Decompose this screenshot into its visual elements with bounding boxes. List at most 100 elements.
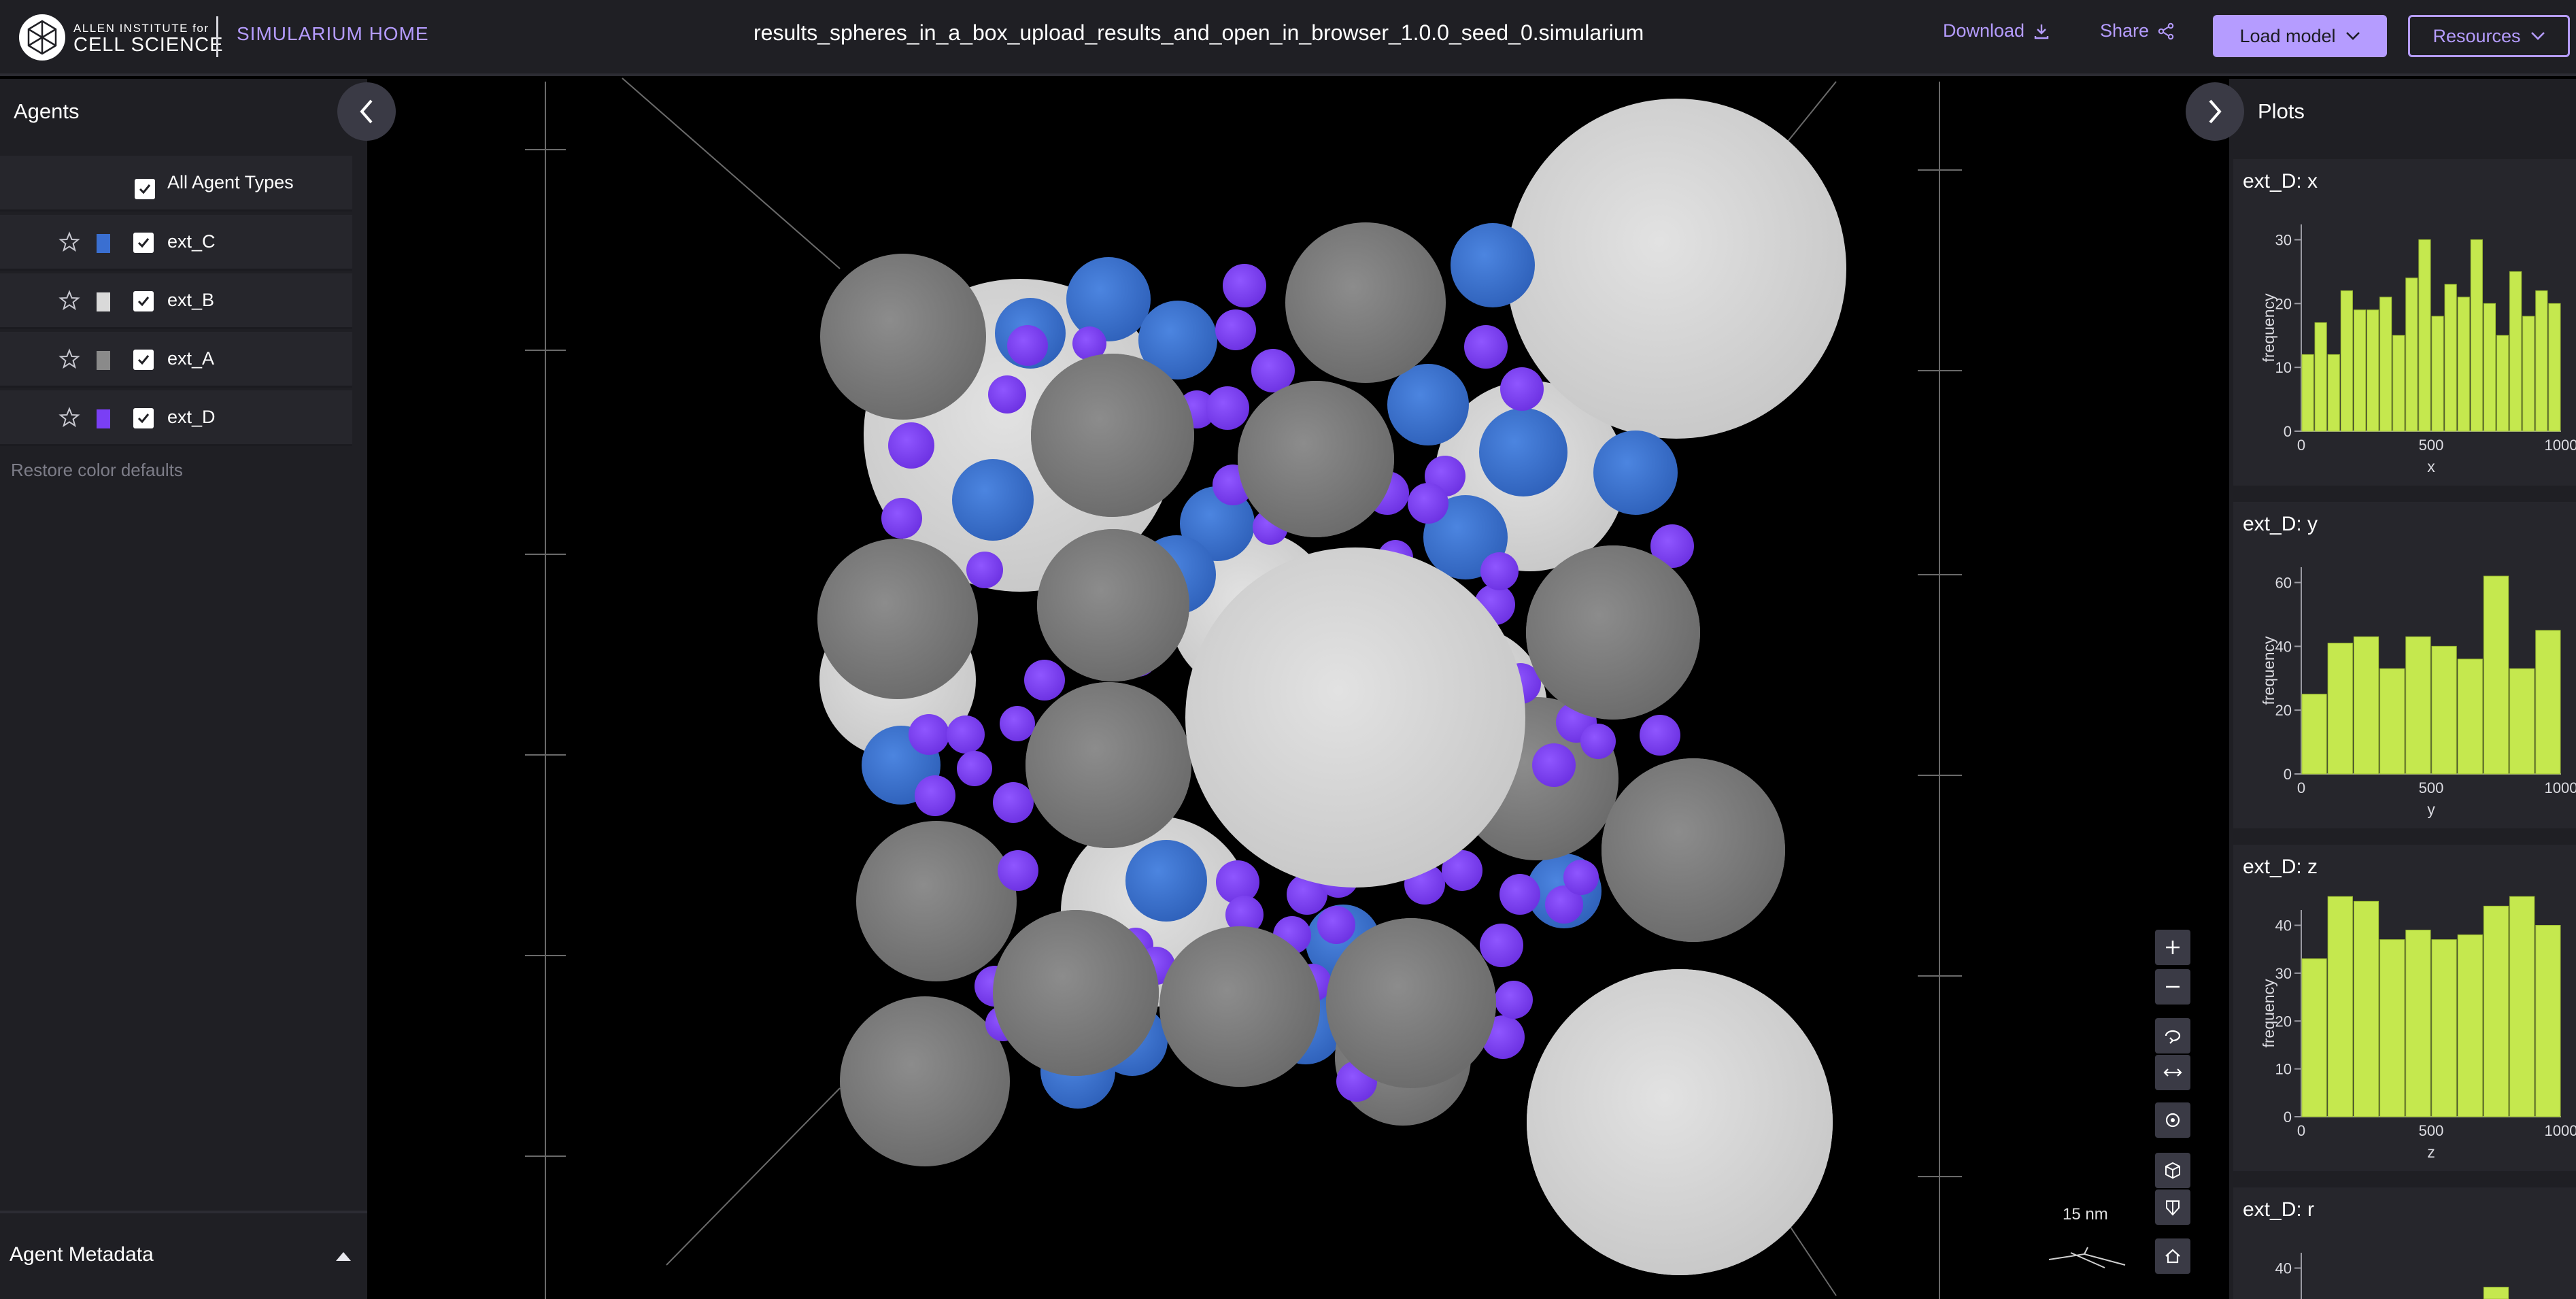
- star-icon[interactable]: [58, 348, 80, 370]
- histogram-bar[interactable]: [2522, 316, 2535, 432]
- histogram-bar[interactable]: [2496, 335, 2509, 432]
- resources-button[interactable]: Resources: [2408, 15, 2570, 57]
- histogram-bar[interactable]: [2379, 297, 2392, 432]
- histogram-bar[interactable]: [2353, 309, 2366, 432]
- histogram-bar[interactable]: [2379, 668, 2405, 775]
- histogram-bar[interactable]: [2431, 316, 2444, 432]
- ext-d-sphere[interactable]: [1545, 885, 1583, 924]
- ext-d-sphere[interactable]: [1480, 552, 1519, 590]
- agent-color-swatch[interactable]: [97, 234, 110, 253]
- histogram-bar[interactable]: [2367, 309, 2379, 432]
- ext-d-sphere[interactable]: [1215, 309, 1256, 350]
- histogram-bar[interactable]: [2444, 284, 2457, 432]
- restore-color-defaults-link[interactable]: Restore color defaults: [11, 460, 183, 480]
- ext-a-sphere[interactable]: [840, 996, 1010, 1166]
- histogram-bar[interactable]: [2457, 934, 2483, 1117]
- zoom-out-button[interactable]: [2155, 969, 2190, 1005]
- ext-d-sphere[interactable]: [947, 715, 985, 754]
- ext-b-sphere[interactable]: [1506, 99, 1846, 439]
- histogram-bar[interactable]: [2431, 645, 2457, 775]
- orthographic-view-button[interactable]: [2155, 1190, 2190, 1225]
- histogram-bar[interactable]: [2509, 896, 2535, 1117]
- ext-d-sphere[interactable]: [1442, 850, 1482, 891]
- histogram-chart[interactable]: 0 10 20 30 40 0 500 1000 z frequency: [2233, 845, 2576, 1171]
- histogram-bar[interactable]: [2301, 958, 2327, 1117]
- histogram-bar[interactable]: [2418, 239, 2431, 432]
- share-button[interactable]: Share: [2100, 20, 2175, 41]
- ext-c-sphere[interactable]: [1451, 223, 1535, 307]
- pan-mode-button[interactable]: [2155, 1055, 2190, 1090]
- ext-a-sphere[interactable]: [1026, 682, 1191, 848]
- ext-d-sphere[interactable]: [1495, 981, 1533, 1019]
- ext-c-sphere[interactable]: [952, 459, 1034, 541]
- histogram-bar[interactable]: [2405, 636, 2431, 775]
- reset-camera-button[interactable]: [2155, 1238, 2190, 1274]
- ext-a-sphere[interactable]: [820, 254, 986, 420]
- ext-d-sphere[interactable]: [1007, 325, 1048, 366]
- ext-d-sphere[interactable]: [1317, 906, 1355, 944]
- ext-d-sphere[interactable]: [957, 751, 992, 786]
- perspective-view-button[interactable]: [2155, 1153, 2190, 1188]
- star-icon[interactable]: [58, 290, 80, 311]
- ext-d-sphere[interactable]: [1024, 660, 1065, 701]
- focus-button[interactable]: [2155, 1102, 2190, 1138]
- ext-d-sphere[interactable]: [915, 775, 955, 816]
- histogram-bar[interactable]: [2405, 930, 2431, 1117]
- histogram-bar[interactable]: [2483, 905, 2509, 1117]
- ext-d-sphere[interactable]: [1408, 483, 1448, 524]
- agent-visibility-checkbox[interactable]: [133, 291, 154, 311]
- ext-d-sphere[interactable]: [1499, 874, 1540, 915]
- agent-metadata-section[interactable]: Agent Metadata: [0, 1211, 367, 1299]
- ext-a-sphere[interactable]: [1238, 381, 1394, 537]
- agent-visibility-checkbox[interactable]: [133, 233, 154, 253]
- ext-d-sphere[interactable]: [1000, 706, 1035, 741]
- load-model-button[interactable]: Load model: [2213, 15, 2387, 57]
- histogram-chart[interactable]: 0 20 40 60 0 500 1000 y frequency: [2233, 502, 2576, 828]
- ext-d-sphere[interactable]: [1287, 874, 1327, 915]
- ext-d-sphere[interactable]: [1480, 924, 1523, 967]
- 3d-scene[interactable]: [367, 76, 2229, 1299]
- ext-d-sphere[interactable]: [1225, 896, 1264, 934]
- histogram-bar[interactable]: [2483, 303, 2496, 432]
- ext-d-sphere[interactable]: [888, 422, 934, 469]
- collapse-right-panel-button[interactable]: [2186, 82, 2244, 141]
- agent-color-swatch[interactable]: [97, 351, 110, 370]
- ext-b-sphere[interactable]: [1527, 969, 1833, 1275]
- ext-d-sphere[interactable]: [1216, 860, 1259, 904]
- simularium-home-link[interactable]: SIMULARIUM HOME: [237, 23, 429, 44]
- star-icon[interactable]: [58, 407, 80, 428]
- agent-visibility-checkbox[interactable]: [133, 350, 154, 370]
- ext-a-sphere[interactable]: [1601, 758, 1785, 942]
- histogram-bar[interactable]: [2327, 643, 2353, 775]
- histogram-bar[interactable]: [2392, 335, 2405, 432]
- ext-d-sphere[interactable]: [1563, 860, 1599, 895]
- ext-a-sphere[interactable]: [1526, 545, 1700, 720]
- histogram-bar[interactable]: [2327, 354, 2340, 432]
- histogram-bar[interactable]: [2470, 239, 2483, 432]
- ext-c-sphere[interactable]: [1387, 364, 1469, 445]
- ext-a-sphere[interactable]: [856, 821, 1017, 981]
- histogram-bar[interactable]: [2431, 939, 2457, 1117]
- ext-d-sphere[interactable]: [988, 375, 1026, 414]
- histogram-bar[interactable]: [2353, 900, 2379, 1117]
- ext-d-sphere[interactable]: [1650, 524, 1694, 568]
- ext-c-sphere[interactable]: [1066, 257, 1151, 341]
- caret-up-icon[interactable]: [335, 1250, 352, 1262]
- ext-d-sphere[interactable]: [1251, 349, 1295, 392]
- histogram-bar[interactable]: [2483, 1287, 2509, 1299]
- histogram-bar[interactable]: [2548, 303, 2561, 432]
- zoom-in-button[interactable]: [2155, 930, 2190, 965]
- simulation-viewport[interactable]: 15 nm: [367, 76, 2229, 1299]
- ext-d-sphere[interactable]: [1072, 326, 1106, 360]
- ext-a-sphere[interactable]: [1037, 529, 1189, 681]
- ext-d-sphere[interactable]: [993, 782, 1034, 823]
- ext-c-sphere[interactable]: [1479, 408, 1567, 496]
- histogram-bar[interactable]: [2379, 939, 2405, 1117]
- ext-a-sphere[interactable]: [1031, 354, 1194, 517]
- collapse-left-panel-button[interactable]: [337, 82, 396, 141]
- histogram-bar[interactable]: [2301, 694, 2327, 775]
- ext-a-sphere[interactable]: [1285, 222, 1446, 383]
- ext-a-sphere[interactable]: [817, 539, 978, 699]
- histogram-bar[interactable]: [2314, 322, 2327, 432]
- ext-d-sphere[interactable]: [1223, 264, 1266, 307]
